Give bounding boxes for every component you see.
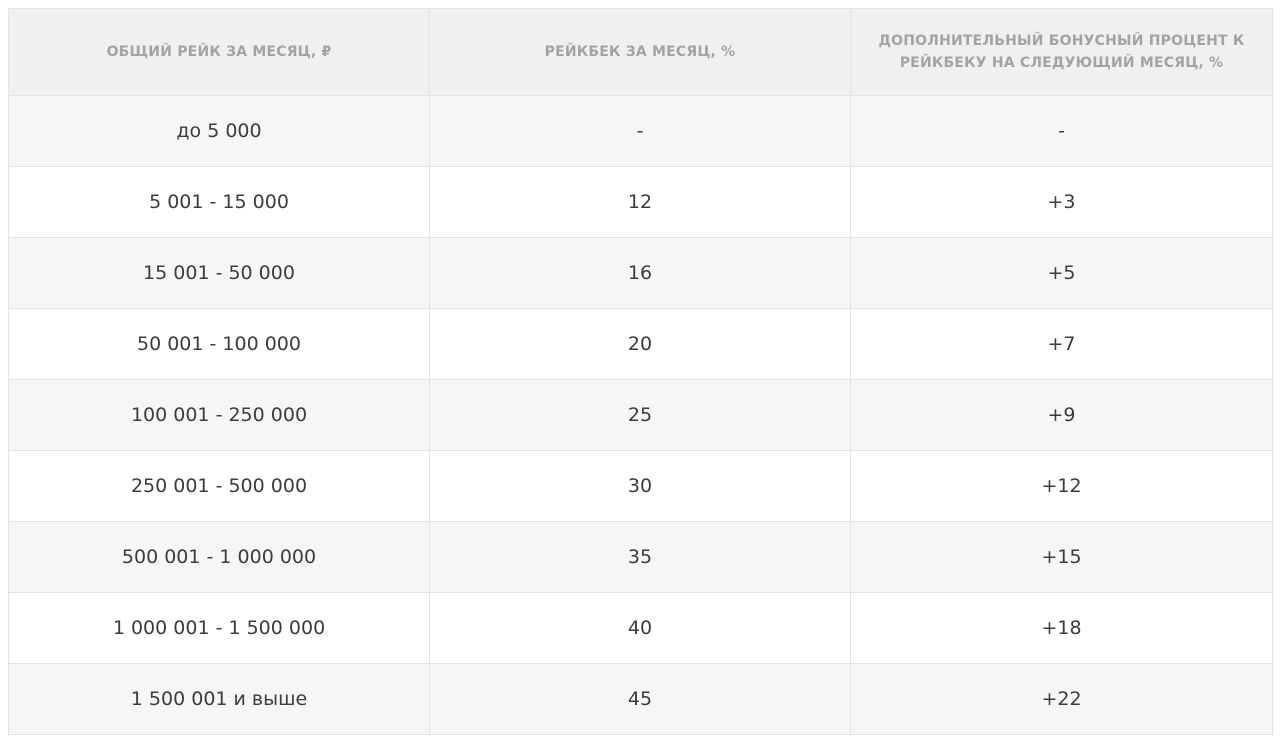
cell-bonus: +3 bbox=[850, 166, 1273, 238]
table-body: до 5 000 - - 5 001 - 15 000 12 +3 15 001… bbox=[8, 95, 1273, 735]
cell-bonus: +9 bbox=[850, 379, 1273, 451]
cell-bonus: - bbox=[850, 95, 1273, 167]
table-row: 5 001 - 15 000 12 +3 bbox=[8, 166, 1273, 238]
cell-rake-range: 15 001 - 50 000 bbox=[8, 237, 430, 309]
cell-rake-range: 250 001 - 500 000 bbox=[8, 450, 430, 522]
cell-rake-range: 100 001 - 250 000 bbox=[8, 379, 430, 451]
cell-bonus: +12 bbox=[850, 450, 1273, 522]
table-row: 50 001 - 100 000 20 +7 bbox=[8, 308, 1273, 380]
cell-rake-range: 1 000 001 - 1 500 000 bbox=[8, 592, 430, 664]
header-bonus-percent: ДОПОЛНИТЕЛЬНЫЙ БОНУСНЫЙ ПРОЦЕНТ К РЕЙКБЕ… bbox=[850, 8, 1273, 96]
cell-bonus: +5 bbox=[850, 237, 1273, 309]
table-row: 1 000 001 - 1 500 000 40 +18 bbox=[8, 592, 1273, 664]
rakeback-table: ОБЩИЙ РЕЙК ЗА МЕСЯЦ, ₽ РЕЙКБЕК ЗА МЕСЯЦ,… bbox=[8, 8, 1273, 735]
table-row: 1 500 001 и выше 45 +22 bbox=[8, 663, 1273, 735]
cell-rakeback: 30 bbox=[429, 450, 851, 522]
table-row: 500 001 - 1 000 000 35 +15 bbox=[8, 521, 1273, 593]
cell-rake-range: 50 001 - 100 000 bbox=[8, 308, 430, 380]
cell-rakeback: - bbox=[429, 95, 851, 167]
cell-rake-range: 5 001 - 15 000 bbox=[8, 166, 430, 238]
header-row: ОБЩИЙ РЕЙК ЗА МЕСЯЦ, ₽ РЕЙКБЕК ЗА МЕСЯЦ,… bbox=[8, 8, 1273, 96]
cell-rakeback: 20 bbox=[429, 308, 851, 380]
cell-rakeback: 40 bbox=[429, 592, 851, 664]
header-rakeback-percent: РЕЙКБЕК ЗА МЕСЯЦ, % bbox=[429, 8, 851, 96]
table-row: 250 001 - 500 000 30 +12 bbox=[8, 450, 1273, 522]
cell-rakeback: 35 bbox=[429, 521, 851, 593]
cell-rake-range: до 5 000 bbox=[8, 95, 430, 167]
rakeback-table-container: ОБЩИЙ РЕЙК ЗА МЕСЯЦ, ₽ РЕЙКБЕК ЗА МЕСЯЦ,… bbox=[8, 8, 1273, 735]
cell-rake-range: 500 001 - 1 000 000 bbox=[8, 521, 430, 593]
cell-bonus: +18 bbox=[850, 592, 1273, 664]
cell-rakeback: 45 bbox=[429, 663, 851, 735]
table-header: ОБЩИЙ РЕЙК ЗА МЕСЯЦ, ₽ РЕЙКБЕК ЗА МЕСЯЦ,… bbox=[8, 8, 1273, 96]
table-row: до 5 000 - - bbox=[8, 95, 1273, 167]
cell-rakeback: 12 bbox=[429, 166, 851, 238]
cell-bonus: +15 bbox=[850, 521, 1273, 593]
cell-rakeback: 25 bbox=[429, 379, 851, 451]
header-total-rake: ОБЩИЙ РЕЙК ЗА МЕСЯЦ, ₽ bbox=[8, 8, 430, 96]
cell-bonus: +22 bbox=[850, 663, 1273, 735]
cell-bonus: +7 bbox=[850, 308, 1273, 380]
table-row: 100 001 - 250 000 25 +9 bbox=[8, 379, 1273, 451]
cell-rakeback: 16 bbox=[429, 237, 851, 309]
cell-rake-range: 1 500 001 и выше bbox=[8, 663, 430, 735]
table-row: 15 001 - 50 000 16 +5 bbox=[8, 237, 1273, 309]
